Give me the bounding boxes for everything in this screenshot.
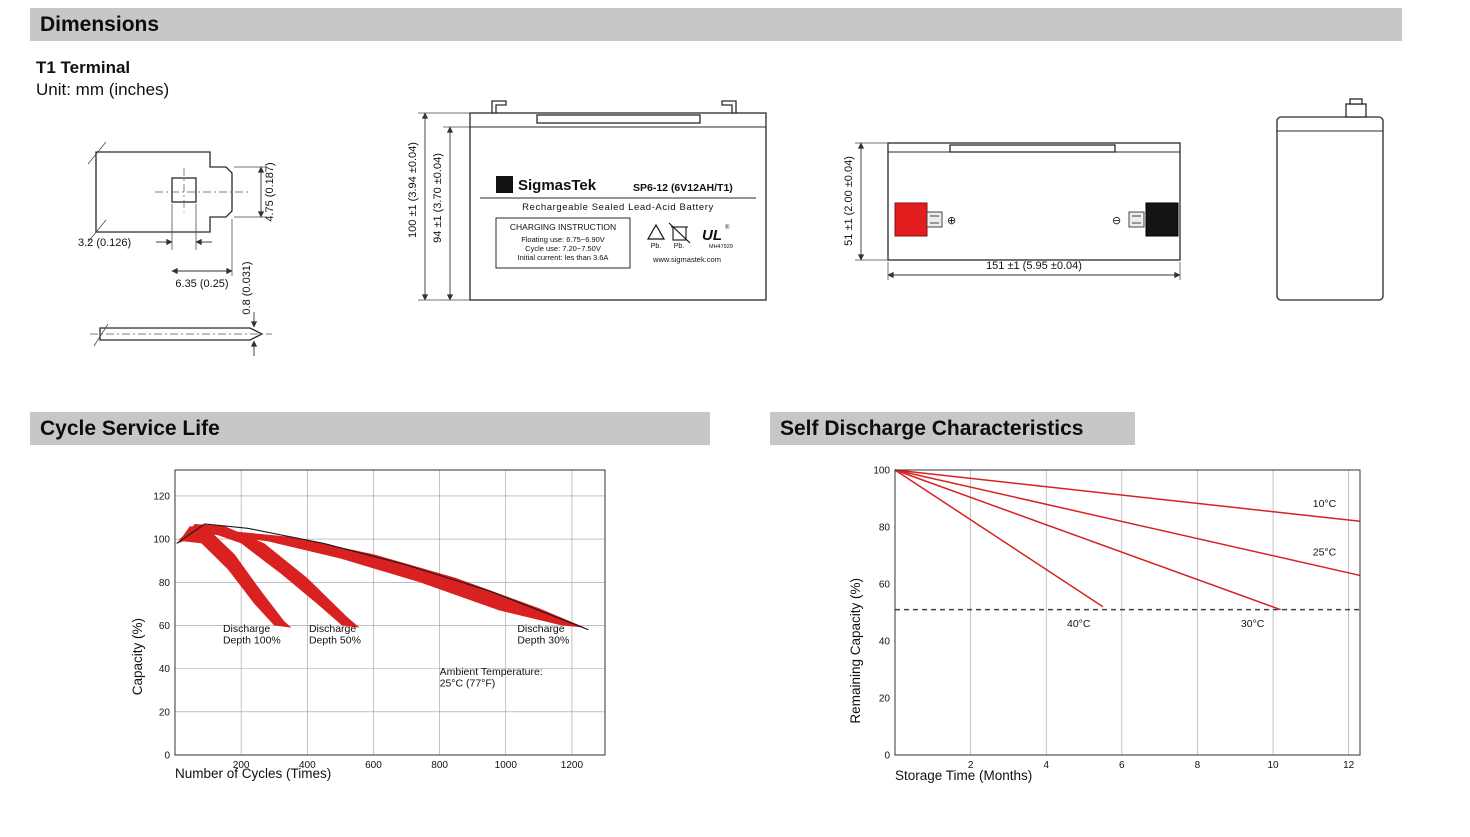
end-view-terminal bbox=[1345, 103, 1367, 118]
dim-hole: 3.2 (0.126) bbox=[78, 237, 131, 249]
svg-text:60: 60 bbox=[159, 621, 171, 632]
dimensions-title: Dimensions bbox=[40, 12, 160, 36]
svg-text:40°C: 40°C bbox=[1067, 618, 1091, 630]
svg-text:0: 0 bbox=[164, 751, 170, 762]
cycle-service-life-title: Cycle Service Life bbox=[40, 416, 220, 440]
svg-text:400: 400 bbox=[299, 760, 316, 771]
terminal-unit-note: Unit: mm (inches) bbox=[36, 80, 170, 99]
charging-instruction-box bbox=[495, 217, 631, 269]
dimension-drawings: 4.75 (0.187) 3.2 (0.126) 6.35 (0.25) 0.8… bbox=[78, 98, 1384, 356]
svg-text:40: 40 bbox=[159, 664, 171, 675]
svg-text:120: 120 bbox=[153, 491, 170, 502]
charging-line-3: Initial current: les than 3.6A bbox=[518, 253, 609, 262]
cycle-service-life-chart: 0 20 40 60 80 100 120 200 400 600 800 1000 1200 Disch… bbox=[153, 469, 606, 771]
positive-terminal-red bbox=[894, 202, 928, 237]
self-discharge-section-bar: Self Discharge Characteristics bbox=[770, 412, 1135, 445]
charging-line-1: Floating use: 6.75~6.90V bbox=[521, 235, 605, 244]
minus-terminal-icon: ⊖ bbox=[1112, 215, 1121, 227]
terminal-type-title: T1 Terminal bbox=[36, 58, 131, 77]
ul-mark-icon: UL bbox=[702, 227, 722, 244]
svg-text:0: 0 bbox=[884, 751, 890, 762]
end-view-drawing bbox=[1276, 98, 1384, 301]
pb-left-label: Pb. bbox=[651, 243, 662, 250]
front-right-terminal bbox=[721, 100, 737, 114]
svg-text:4: 4 bbox=[1043, 760, 1049, 771]
dim-length: 151 ±1 (5.95 ±0.04) bbox=[986, 260, 1082, 272]
brand-logo-box bbox=[496, 176, 513, 193]
svg-text:1200: 1200 bbox=[561, 760, 584, 771]
positive-connector-icon bbox=[926, 211, 943, 228]
cycle-chart-ylabel: Capacity (%) bbox=[130, 618, 145, 696]
dim-tab-width: 6.35 (0.25) bbox=[175, 278, 228, 290]
battery-type-line: Rechargeable Sealed Lead-Acid Battery bbox=[522, 202, 714, 213]
svg-text:25°C: 25°C bbox=[1313, 547, 1337, 559]
side-view-drawing: ⊕ ⊖ 51 ±1 (2.00 ±0.04) 151 ±1 (5.95 ±0.0… bbox=[843, 142, 1181, 280]
svg-text:1000: 1000 bbox=[495, 760, 518, 771]
dimensions-section-bar: Dimensions bbox=[30, 8, 1402, 41]
svg-text:20: 20 bbox=[159, 707, 171, 718]
recycle-pb-icon bbox=[646, 223, 666, 240]
dim-total-height: 100 ±1 (3.94 ±0.04) bbox=[407, 142, 419, 238]
svg-text:12: 12 bbox=[1343, 760, 1355, 771]
svg-text:6: 6 bbox=[1119, 760, 1125, 771]
svg-text:200: 200 bbox=[233, 760, 250, 771]
dim-tab-height: 4.75 (0.187) bbox=[264, 162, 276, 221]
svg-text:Ambient Temperature:25°C (77°F: Ambient Temperature: 25°C (77°F) bbox=[440, 666, 543, 690]
dim-thickness: 0.8 (0.031) bbox=[241, 261, 253, 314]
dim-side-height: 51 ±1 (2.00 ±0.04) bbox=[843, 156, 855, 246]
svg-text:10°C: 10°C bbox=[1313, 498, 1337, 510]
self-discharge-chart: 0 20 40 60 80 100 2 4 6 8 10 12 10°C 25°C 30°C 40°C bbox=[873, 466, 1361, 771]
brand-name: SigmasTek bbox=[518, 177, 597, 194]
self-discharge-title: Self Discharge Characteristics bbox=[780, 416, 1084, 440]
discharge-chart-ylabel: Remaining Capacity (%) bbox=[848, 578, 863, 724]
svg-text:60: 60 bbox=[879, 580, 891, 591]
charging-title: CHARGING INSTRUCTION bbox=[510, 222, 616, 232]
svg-text:30°C: 30°C bbox=[1241, 618, 1265, 630]
svg-text:2: 2 bbox=[968, 760, 974, 771]
svg-text:100: 100 bbox=[873, 466, 890, 477]
discharge-chart-xlabel: Storage Time (Months) bbox=[895, 768, 1033, 783]
svg-text:600: 600 bbox=[365, 760, 382, 771]
svg-text:800: 800 bbox=[431, 760, 448, 771]
terminal-detail-drawing: 4.75 (0.187) 3.2 (0.126) 6.35 (0.25) 0.8… bbox=[78, 141, 276, 356]
front-left-terminal bbox=[491, 100, 507, 114]
svg-text:80: 80 bbox=[159, 578, 171, 589]
cycle-chart-xlabel: Number of Cycles (Times) bbox=[175, 766, 332, 781]
svg-text:20: 20 bbox=[879, 694, 891, 705]
registered-mark: ® bbox=[725, 224, 730, 231]
cycle-service-life-section-bar: Cycle Service Life bbox=[30, 412, 710, 445]
pb-right-label: Pb. bbox=[674, 243, 685, 250]
front-view-drawing: Σ SigmasTek SP6-12 (6V12AH/T1) Rechargea… bbox=[407, 100, 767, 301]
svg-text:10: 10 bbox=[1267, 760, 1279, 771]
ul-file-number: MH47929 bbox=[709, 244, 733, 250]
charging-line-2: Cycle use: 7.20~7.50V bbox=[525, 244, 601, 253]
svg-text:8: 8 bbox=[1195, 760, 1201, 771]
dim-case-height: 94 ±1 (3.70 ±0.04) bbox=[432, 153, 444, 243]
svg-text:100: 100 bbox=[153, 535, 170, 546]
svg-text:40: 40 bbox=[879, 637, 891, 648]
plus-terminal-icon: ⊕ bbox=[947, 215, 956, 227]
negative-connector-icon bbox=[1128, 211, 1145, 228]
brand-logo-glyph: Σ bbox=[501, 178, 509, 193]
model-number: SP6-12 (6V12AH/T1) bbox=[633, 182, 733, 194]
negative-terminal-black bbox=[1145, 202, 1179, 237]
website-text: www.sigmastek.com bbox=[652, 255, 721, 264]
svg-text:80: 80 bbox=[879, 523, 891, 534]
